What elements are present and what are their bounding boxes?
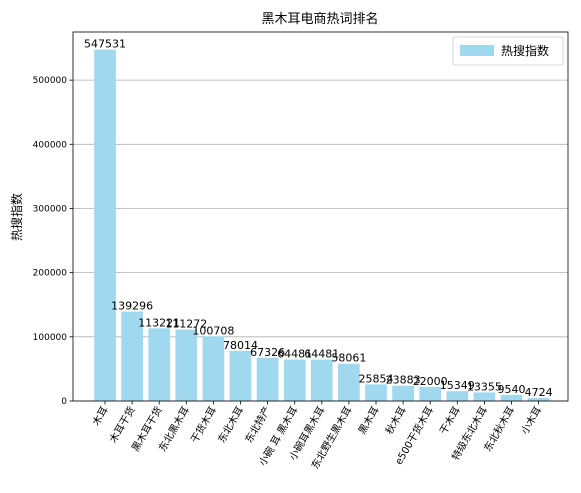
bar-value-label: 4724	[525, 386, 553, 399]
y-tick-label: 0	[61, 397, 67, 407]
bar-value-label: 15349	[440, 379, 475, 392]
y-tick-label: 100000	[33, 333, 68, 343]
bar	[256, 357, 279, 401]
bar	[419, 386, 442, 401]
y-tick-label: 200000	[33, 269, 68, 279]
bar-value-label: 9540	[498, 383, 526, 396]
bar	[365, 384, 387, 401]
bar-value-label: 139296	[111, 300, 153, 313]
bar	[446, 391, 469, 401]
legend: 热搜指数	[452, 36, 564, 66]
bar-value-label: 100708	[192, 324, 234, 337]
legend-label: 热搜指数	[501, 43, 549, 58]
bar	[392, 385, 414, 401]
bar	[148, 328, 171, 401]
y-axis-label: 热搜指数	[9, 193, 24, 241]
bar-value-label: 64481	[304, 348, 339, 361]
bar	[121, 311, 143, 401]
bar-value-label: 78014	[223, 339, 258, 352]
y-tick-label: 300000	[33, 204, 68, 214]
bar-value-label: 23883	[386, 374, 421, 387]
legend-box	[452, 36, 564, 66]
bar-value-label: 58061	[331, 352, 366, 365]
bar-value-label: 13355	[467, 380, 502, 393]
bar	[202, 336, 225, 401]
legend-swatch	[460, 45, 494, 56]
bar	[338, 363, 360, 401]
y-axis-ticks: 0 100000 200000 300000 400000 500000	[33, 76, 73, 407]
chart-title: 黑木耳电商热词排名	[261, 11, 378, 27]
bar	[527, 397, 550, 401]
bar	[229, 350, 252, 401]
bar-value-label: 547531	[84, 38, 126, 51]
plot-frame	[72, 31, 569, 402]
bar	[283, 359, 306, 401]
bar	[473, 392, 496, 401]
bar-value-label: 113221	[138, 316, 180, 329]
y-tick-label: 500000	[33, 76, 68, 86]
bar-value-label: 64481	[277, 348, 312, 361]
bar	[310, 359, 333, 401]
bar	[94, 49, 116, 402]
bar-value-label: 67326	[250, 346, 285, 359]
bar-value-label: 22000	[413, 375, 448, 388]
bar	[500, 394, 523, 401]
bar	[175, 329, 198, 401]
bars	[94, 49, 550, 402]
y-tick-label: 400000	[33, 140, 68, 150]
bar-value-label: 25854	[359, 372, 394, 385]
bar-value-label: 111272	[165, 318, 207, 331]
